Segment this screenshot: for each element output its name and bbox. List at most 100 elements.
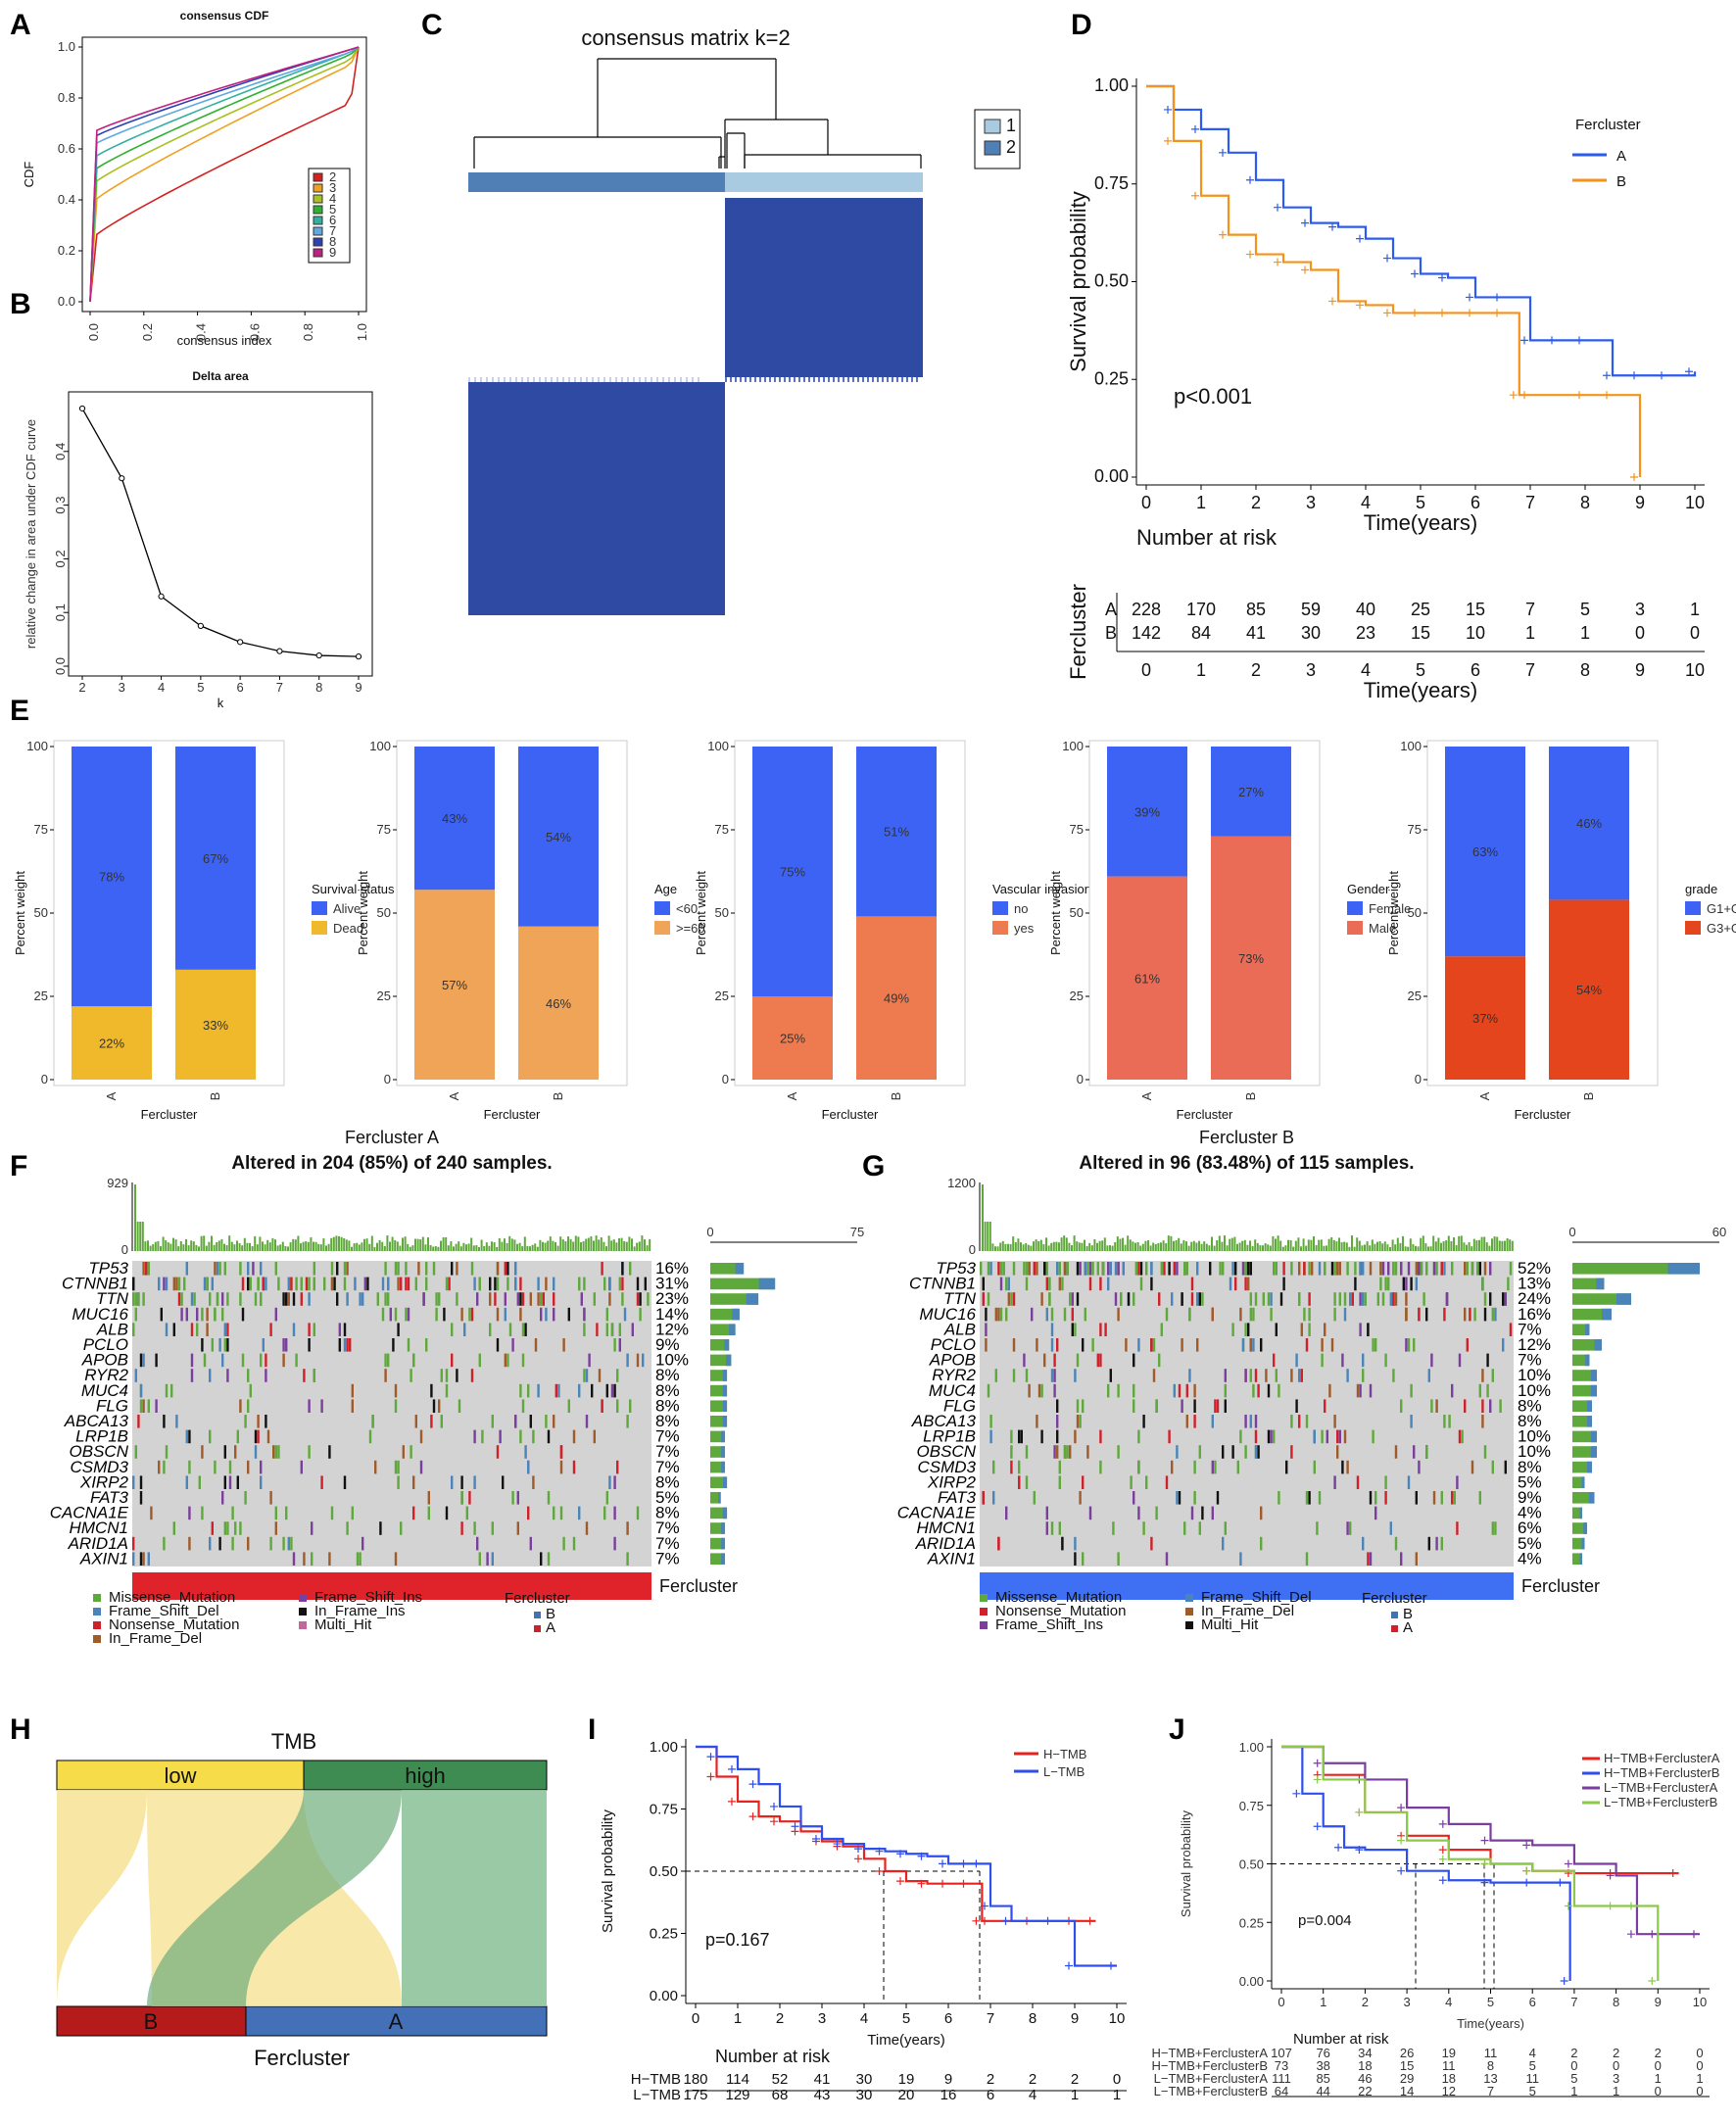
mutation-cell — [1418, 1460, 1421, 1474]
legend-swatch — [1391, 1612, 1398, 1618]
mutation-cell — [460, 1491, 463, 1505]
censor-mark — [854, 1845, 862, 1854]
mutation-cell — [155, 1399, 158, 1413]
y-tick-label: 0.75 — [1094, 173, 1129, 193]
x-tick-label: 0 — [1278, 1995, 1284, 2009]
mutation-cell — [989, 1262, 992, 1276]
censor-mark — [1313, 1775, 1322, 1784]
tmb-bar — [493, 1242, 496, 1251]
cluster-B-label: B — [144, 2009, 159, 2034]
censor-mark — [770, 1802, 778, 1810]
consensus-noise — [651, 377, 652, 382]
tmb-bar — [411, 1245, 414, 1251]
mutation-cell — [1152, 1369, 1156, 1382]
mutation-cell — [601, 1262, 603, 1276]
tmb-bar — [1154, 1243, 1157, 1251]
mutation-cell — [1023, 1262, 1026, 1276]
tmb-bar — [1114, 1241, 1117, 1251]
mutation-cell — [486, 1552, 489, 1566]
tmb-bar — [1027, 1244, 1030, 1251]
tmb-bar — [1009, 1243, 1012, 1251]
mutation-cell — [1050, 1323, 1054, 1336]
tmb-bar — [1493, 1236, 1496, 1251]
bar-label: 46% — [546, 996, 571, 1011]
panel-label: A — [10, 9, 31, 41]
gene-bar-part — [735, 1263, 745, 1275]
mutation-cell — [1453, 1491, 1456, 1505]
gene-name: PCLO — [83, 1335, 128, 1354]
tmb-bar — [1124, 1244, 1127, 1251]
mutation-cell — [980, 1262, 983, 1276]
tmb-bar — [1175, 1239, 1178, 1251]
tmb-bar — [330, 1237, 333, 1251]
mutation-cell — [412, 1475, 415, 1489]
mutation-cell — [1234, 1262, 1237, 1276]
tmb-bar — [1073, 1235, 1076, 1251]
mutation-cell — [1074, 1323, 1077, 1336]
gene-bar-part — [1579, 1553, 1582, 1565]
legend-label: Male — [1369, 921, 1396, 936]
x-axis-label: Time(years) — [1457, 2016, 1524, 2031]
tmb-bar — [646, 1245, 649, 1251]
censor-mark — [1466, 293, 1473, 302]
bar-label: 22% — [99, 1037, 124, 1051]
tmb-bar — [1450, 1240, 1453, 1251]
bar-top-B — [856, 747, 937, 917]
consensus-noise — [759, 377, 761, 382]
mutation-cell — [139, 1353, 143, 1368]
mutation-cell — [456, 1262, 458, 1276]
mutation-cell — [234, 1445, 237, 1459]
legend-title: Age — [654, 882, 677, 896]
mutation-cell — [1275, 1369, 1278, 1382]
tmb-bar — [225, 1244, 228, 1251]
mutation-cell — [330, 1262, 334, 1276]
gene-pct: 9% — [1518, 1488, 1542, 1507]
gene-pct: 13% — [1518, 1275, 1551, 1293]
y-tick-label: 25 — [377, 989, 391, 1003]
tmb-bar — [1233, 1236, 1236, 1251]
gene-bar-part — [1590, 1446, 1597, 1458]
mutation-cell — [260, 1262, 263, 1276]
mutation-cell — [139, 1552, 143, 1566]
gene-bar-part — [1590, 1430, 1597, 1443]
tmb-bar — [1440, 1242, 1442, 1251]
censor-mark — [972, 1859, 981, 1868]
mutation-cell — [1249, 1307, 1252, 1322]
mutation-cell — [1117, 1383, 1120, 1398]
mutation-cell — [1394, 1292, 1398, 1306]
mutation-cell — [1181, 1399, 1183, 1413]
tmb-bar — [195, 1244, 198, 1251]
risk-value: 12 — [1442, 2084, 1456, 2098]
mutation-cell — [1188, 1307, 1191, 1322]
y-tick-label: 100 — [26, 739, 48, 753]
mutation-cell — [1252, 1307, 1255, 1322]
tmb-bar — [567, 1236, 569, 1251]
gene-bar-part — [1602, 1308, 1612, 1321]
mutation-cell — [330, 1277, 334, 1291]
tmb-bar — [1404, 1246, 1407, 1251]
mutation-cell — [1369, 1552, 1373, 1566]
mutation-cell — [1400, 1552, 1403, 1566]
tmb-bar — [332, 1236, 335, 1251]
group-title: Fercluster A — [345, 1128, 439, 1147]
mutation-cell — [494, 1277, 497, 1291]
tmb-bar — [1030, 1245, 1033, 1251]
bar-label: 57% — [442, 978, 467, 992]
mutation-cell — [1384, 1475, 1387, 1489]
mutation-cell — [621, 1262, 624, 1276]
consensus-noise — [621, 377, 623, 382]
mutation-cell — [1010, 1445, 1013, 1459]
tmb-bar — [628, 1236, 631, 1251]
tmb-bar — [1453, 1237, 1455, 1251]
censor-mark — [1630, 371, 1638, 380]
mutation-cell — [1389, 1521, 1392, 1535]
mutation-cell — [562, 1338, 565, 1352]
tmb-bar — [547, 1240, 550, 1251]
gene-pct: 14% — [655, 1305, 689, 1324]
tmb-bar — [603, 1241, 605, 1251]
risk-value: 41 — [814, 2071, 831, 2088]
mutation-cell — [190, 1353, 194, 1368]
mutation-cell — [1012, 1369, 1016, 1382]
mutation-cell — [165, 1323, 169, 1336]
y-tick-label: 1.0 — [58, 39, 75, 54]
